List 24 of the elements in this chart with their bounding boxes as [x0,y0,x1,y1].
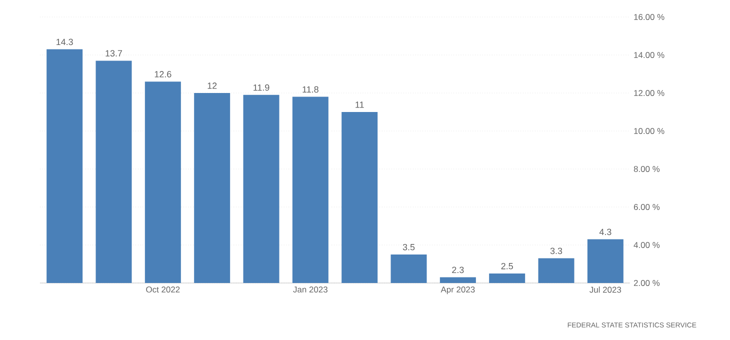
x-tick-label: Apr 2023 [440,286,475,294]
data-label: 14.3 [56,38,73,46]
x-tick-label: Oct 2022 [146,286,180,293]
y-tick-label: 16.00 % [634,14,664,20]
data-label: 13.7 [106,50,122,57]
data-label: 3.3 [550,248,562,254]
y-tick-label: 2.00 % [634,280,660,286]
data-label: 2.3 [452,266,464,274]
y-tick-label: 6.00 % [634,204,660,210]
y-tick-label: 4.00 % [634,242,660,248]
data-label: 4.3 [599,228,612,236]
data-label: 11.9 [254,84,270,91]
data-label: 11 [356,102,364,108]
data-label: 12.6 [154,71,172,78]
y-tick-label: 14.00 % [634,52,664,58]
x-tick-label: Jan 2023 [293,286,328,293]
y-tick-label: 12.00 % [634,90,664,96]
y-tick-label: 10.00 % [634,128,664,134]
data-label: 11.8 [302,86,318,93]
x-tick-label: Jul 2023 [590,286,622,293]
data-label: 2.5 [501,262,513,270]
data-label: 3.5 [402,244,415,250]
y-tick-label: 8.00 % [634,166,660,172]
data-label: 12 [208,82,217,89]
